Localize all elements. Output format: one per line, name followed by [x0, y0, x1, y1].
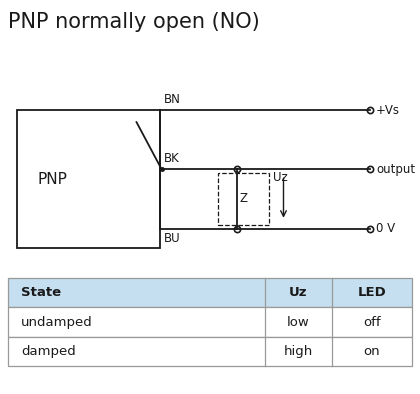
Text: State: State — [21, 286, 61, 299]
Bar — [218, 173, 269, 225]
Text: BK: BK — [164, 152, 180, 165]
Text: on: on — [363, 345, 380, 358]
Text: Uz: Uz — [273, 171, 288, 184]
Text: damped: damped — [21, 345, 76, 358]
Bar — [17, 110, 160, 248]
Bar — [8, 278, 412, 307]
Text: undamped: undamped — [21, 316, 93, 329]
Text: PNP: PNP — [38, 172, 68, 187]
Text: low: low — [287, 316, 310, 329]
Text: Uz: Uz — [289, 286, 307, 299]
Text: PNP normally open (NO): PNP normally open (NO) — [8, 12, 260, 32]
Text: LED: LED — [357, 286, 386, 299]
Text: +Vs: +Vs — [376, 104, 400, 117]
Text: BU: BU — [164, 232, 181, 245]
Text: off: off — [363, 316, 381, 329]
Text: Z: Z — [239, 193, 248, 205]
Text: output: output — [376, 163, 415, 176]
Text: 0 V: 0 V — [376, 222, 395, 235]
Bar — [8, 307, 412, 337]
Text: high: high — [284, 345, 313, 358]
Bar — [8, 337, 412, 366]
Text: BN: BN — [164, 93, 181, 106]
